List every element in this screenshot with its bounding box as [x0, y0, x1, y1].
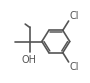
Text: Cl: Cl [69, 11, 79, 21]
Text: OH: OH [22, 55, 37, 65]
Text: Cl: Cl [69, 62, 79, 72]
